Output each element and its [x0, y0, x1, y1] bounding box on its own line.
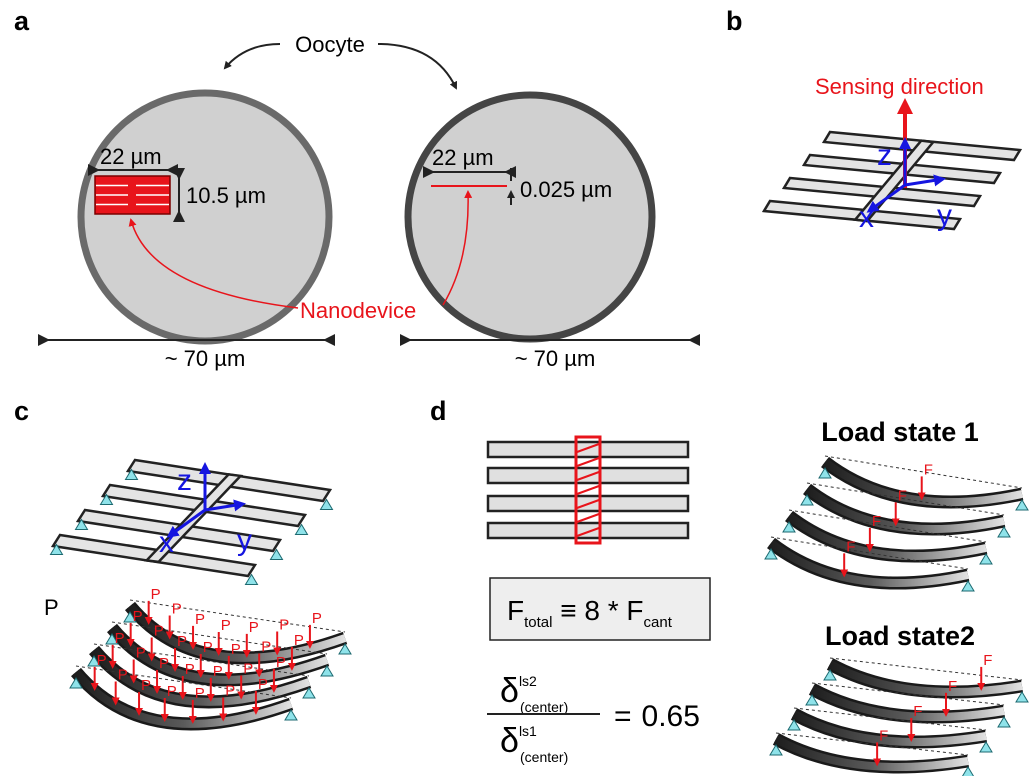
formula-part: cant: [644, 614, 673, 631]
axis-label: x: [859, 201, 874, 234]
force-label: P: [261, 639, 271, 656]
ratio-part: δ: [500, 672, 519, 710]
force-label: P: [97, 652, 107, 669]
formula-part: F: [507, 595, 524, 626]
force-label: P: [185, 661, 195, 678]
ratio-part: (center): [520, 699, 568, 715]
force-label: P: [167, 683, 177, 700]
panel-label: a: [14, 6, 30, 36]
force-label: F: [898, 487, 907, 504]
axis-label: y: [937, 199, 952, 232]
force-label: P: [213, 663, 223, 680]
support: [980, 742, 992, 752]
axis-label: y: [237, 524, 252, 557]
nanodevice: [95, 176, 170, 214]
force-label: P: [243, 661, 253, 678]
ratio-numerator: δls2 (center): [500, 672, 568, 715]
figure: a b c d Oocyte 22 µm 10.5 µm 22 µm 0.025…: [0, 0, 1032, 776]
force-label: F: [872, 513, 881, 530]
panel-label: b: [726, 6, 743, 36]
force-label: P: [151, 586, 161, 603]
force-label: F: [913, 703, 922, 720]
force-label: P: [231, 641, 241, 658]
load-state-title: Load state 1: [821, 417, 979, 447]
cantilever: [488, 523, 688, 538]
force-label: F: [846, 538, 855, 555]
arrow: [225, 44, 280, 68]
panel-label: c: [14, 396, 29, 426]
ratio-part: =: [614, 700, 632, 733]
force-label: F: [879, 727, 888, 744]
force-label: F: [924, 461, 933, 478]
formula-part: ≡ 8 *: [552, 595, 626, 626]
axis-label: z: [877, 139, 892, 172]
formula-part: total: [524, 614, 552, 631]
support: [998, 717, 1010, 727]
force-label: P: [225, 683, 235, 700]
panel-c: P zxyPPPPPPPPPPPPPPPPPPPPPPPPPPPP: [44, 460, 351, 724]
ratio-value: 0.65: [642, 700, 700, 733]
cantilever: [488, 442, 688, 457]
formula-part: F: [626, 595, 643, 626]
axis-label: x: [159, 526, 174, 559]
dimension-label: 22 µm: [100, 144, 162, 169]
axis-label: z: [177, 464, 192, 497]
dimension-label: 0.025 µm: [520, 177, 612, 202]
force-label: P: [177, 633, 187, 650]
ratio-part: δ: [500, 722, 519, 760]
axis: [905, 179, 943, 185]
force-label: P: [118, 667, 128, 684]
support: [1016, 692, 1028, 702]
force-label: P: [249, 619, 259, 636]
deformed-cantilever: [830, 664, 1022, 692]
ratio-part: (center): [520, 749, 568, 765]
sensing-label: Sensing direction: [815, 74, 984, 99]
ratio-part: ls1: [519, 723, 537, 739]
load-label: P: [44, 595, 59, 620]
support: [962, 767, 974, 776]
panel-b: Sensing direction zx y: [764, 74, 1020, 234]
force-label: P: [221, 617, 231, 634]
force-label: P: [312, 610, 322, 627]
ratio-denominator: δls1 (center): [500, 722, 568, 765]
force-label: P: [172, 601, 182, 618]
force-label: P: [136, 645, 146, 662]
force-label: P: [279, 617, 289, 634]
dimension-label: 10.5 µm: [186, 183, 266, 208]
dimension-label: ~ 70 µm: [165, 346, 246, 371]
force-label: P: [195, 685, 205, 702]
panel-d: Ftotal ≡ 8 * Fcant δls2(center) δls1(cen…: [487, 417, 1028, 776]
load-state-title: Load state2: [825, 621, 975, 651]
force-label: F: [983, 652, 992, 669]
arrow: [378, 44, 456, 88]
oocyte: [81, 93, 329, 341]
device-label: Nanodevice: [300, 298, 416, 323]
force-label: P: [133, 608, 143, 625]
force-label: F: [948, 678, 957, 695]
force-label: P: [154, 623, 164, 640]
force-label: P: [141, 677, 151, 694]
force-label: P: [159, 655, 169, 672]
force-label: P: [294, 632, 304, 649]
ratio-part: ls2: [519, 673, 537, 689]
dimension-label: 22 µm: [432, 145, 494, 170]
force-label: P: [276, 654, 286, 671]
panel-a: Oocyte 22 µm 10.5 µm 22 µm 0.025 µm Nano…: [48, 32, 690, 371]
force-label: P: [258, 676, 268, 693]
dimension-label: ~ 70 µm: [515, 346, 596, 371]
force-label: P: [115, 630, 125, 647]
force-label: P: [195, 611, 205, 628]
oocyte-label: Oocyte: [295, 32, 365, 57]
panel-label: d: [430, 396, 447, 426]
ratio-result: = 0.65: [614, 700, 700, 733]
force-label: P: [203, 639, 213, 656]
